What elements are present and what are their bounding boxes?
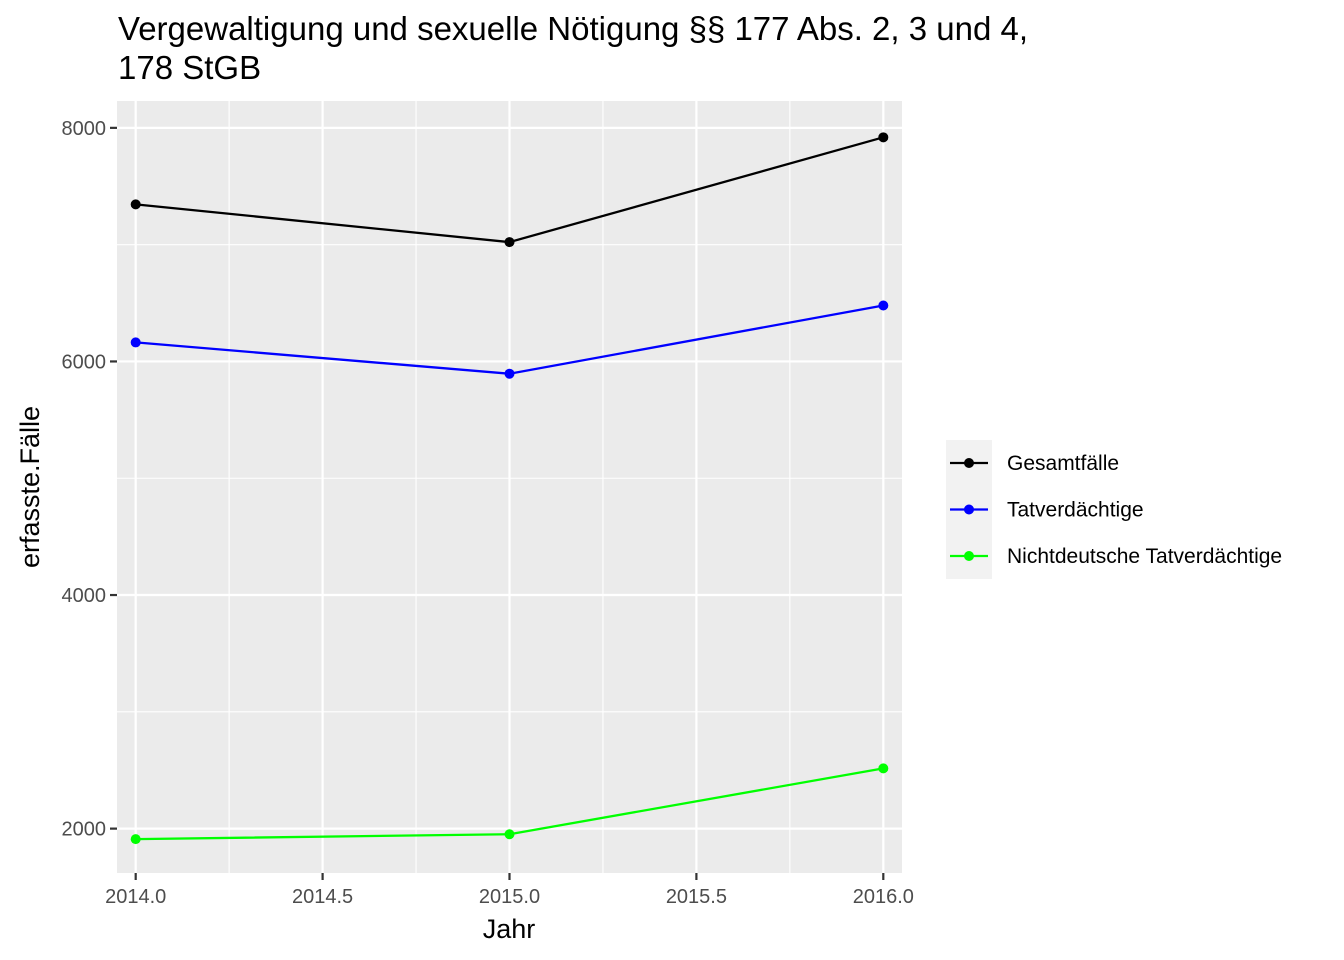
data-point <box>504 368 515 379</box>
data-point <box>878 763 889 774</box>
series-layer <box>130 132 889 845</box>
y-axis: 2000 4000 6000 8000 <box>62 118 117 841</box>
data-point <box>878 132 889 143</box>
legend-label: Nichtdeutsche Tatverdächtige <box>1007 545 1282 568</box>
data-point <box>504 237 515 248</box>
data-point <box>878 300 889 311</box>
x-tick-label: 2015.0 <box>479 886 540 908</box>
data-point <box>504 829 515 840</box>
y-axis-title: erfasste.Fälle <box>15 406 45 568</box>
x-tick-label: 2014.5 <box>292 886 353 908</box>
y-tick-label: 4000 <box>62 585 107 607</box>
legend-key-point <box>964 551 974 561</box>
legend-label: Gesamtfälle <box>1007 452 1119 475</box>
legend-label: Tatverdächtige <box>1007 499 1144 522</box>
data-point <box>130 834 141 845</box>
major-gridlines <box>117 101 902 873</box>
data-point <box>130 337 141 348</box>
chart-title-line-1: Vergewaltigung und sexuelle Nötigung §§ … <box>118 10 1028 47</box>
x-tick-label: 2014.0 <box>105 886 166 908</box>
legend-key-point <box>964 504 974 515</box>
x-tick-label: 2016.0 <box>853 886 914 908</box>
data-point <box>130 199 141 210</box>
chart-title: Vergewaltigung und sexuelle Nötigung §§ … <box>118 10 1028 86</box>
x-tick-label: 2015.5 <box>666 886 727 908</box>
y-tick-label: 8000 <box>62 118 107 140</box>
y-tick-label: 2000 <box>62 819 107 841</box>
legend: Gesamtfälle Tatverdächtige Nichtdeutsche T… <box>946 440 1282 579</box>
chart-title-line-2: 178 StGB <box>118 49 261 86</box>
legend-key-point <box>964 458 974 468</box>
y-tick-label: 6000 <box>62 351 107 373</box>
x-axis-title: Jahr <box>483 914 536 944</box>
x-axis: 2014.0 2014.5 2015.0 2015.5 2016.0 <box>105 873 914 908</box>
